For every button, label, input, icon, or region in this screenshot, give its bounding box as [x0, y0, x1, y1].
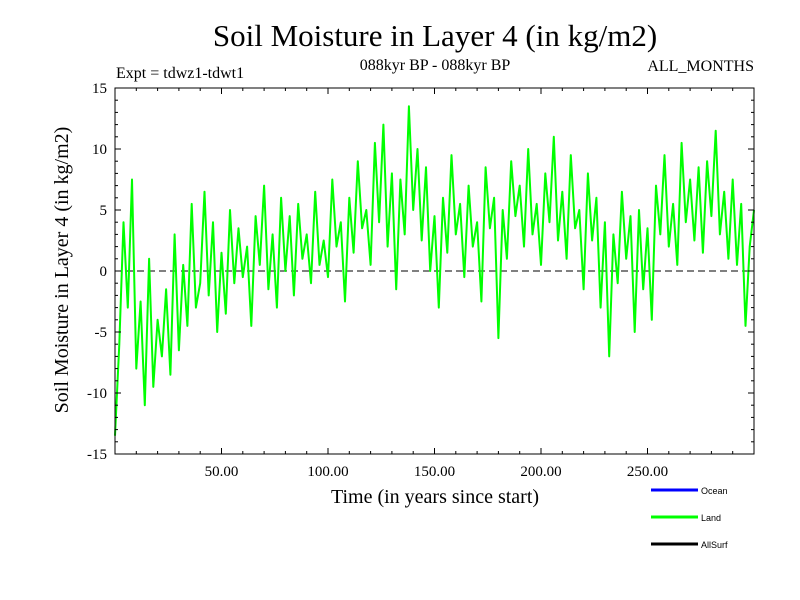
x-axis-label: Time (in years since start): [331, 486, 539, 508]
series-line-land: [114, 105, 755, 436]
x-tick-label: 150.00: [414, 464, 455, 480]
y-axis: -15 -10 -5 0 5 10 15: [87, 81, 754, 463]
x-tick-label: 200.00: [520, 464, 561, 480]
chart-subtitle-right: ALL_MONTHS: [647, 58, 754, 75]
series-group: [114, 105, 755, 436]
x-axis: 50.00 100.00 150.00 200.00 250.00: [135, 88, 734, 480]
y-tick-label: 5: [100, 203, 108, 219]
y-tick-label: -5: [95, 325, 108, 341]
x-tick-label: 250.00: [627, 464, 668, 480]
legend-label-allsurf: AllSurf: [701, 540, 728, 550]
legend-label-land: Land: [701, 513, 721, 523]
y-tick-label: -10: [87, 386, 107, 402]
y-axis-label: Soil Moisture in Layer 4 (in kg/m2): [51, 127, 73, 414]
y-tick-label: -15: [87, 447, 107, 463]
y-tick-label: 10: [92, 142, 107, 158]
y-tick-label: 15: [92, 81, 107, 97]
legend: Ocean Land AllSurf: [651, 486, 728, 550]
x-tick-label: 100.00: [307, 464, 348, 480]
chart-subtitle-left: Expt = tdwz1-tdwt1: [116, 65, 244, 82]
legend-label-ocean: Ocean: [701, 486, 728, 496]
chart-title: Soil Moisture in Layer 4 (in kg/m2): [213, 18, 657, 53]
x-tick-label: 50.00: [205, 464, 239, 480]
chart-subtitle-center: 088kyr BP - 088kyr BP: [360, 57, 511, 74]
y-tick-label: 0: [100, 264, 108, 280]
